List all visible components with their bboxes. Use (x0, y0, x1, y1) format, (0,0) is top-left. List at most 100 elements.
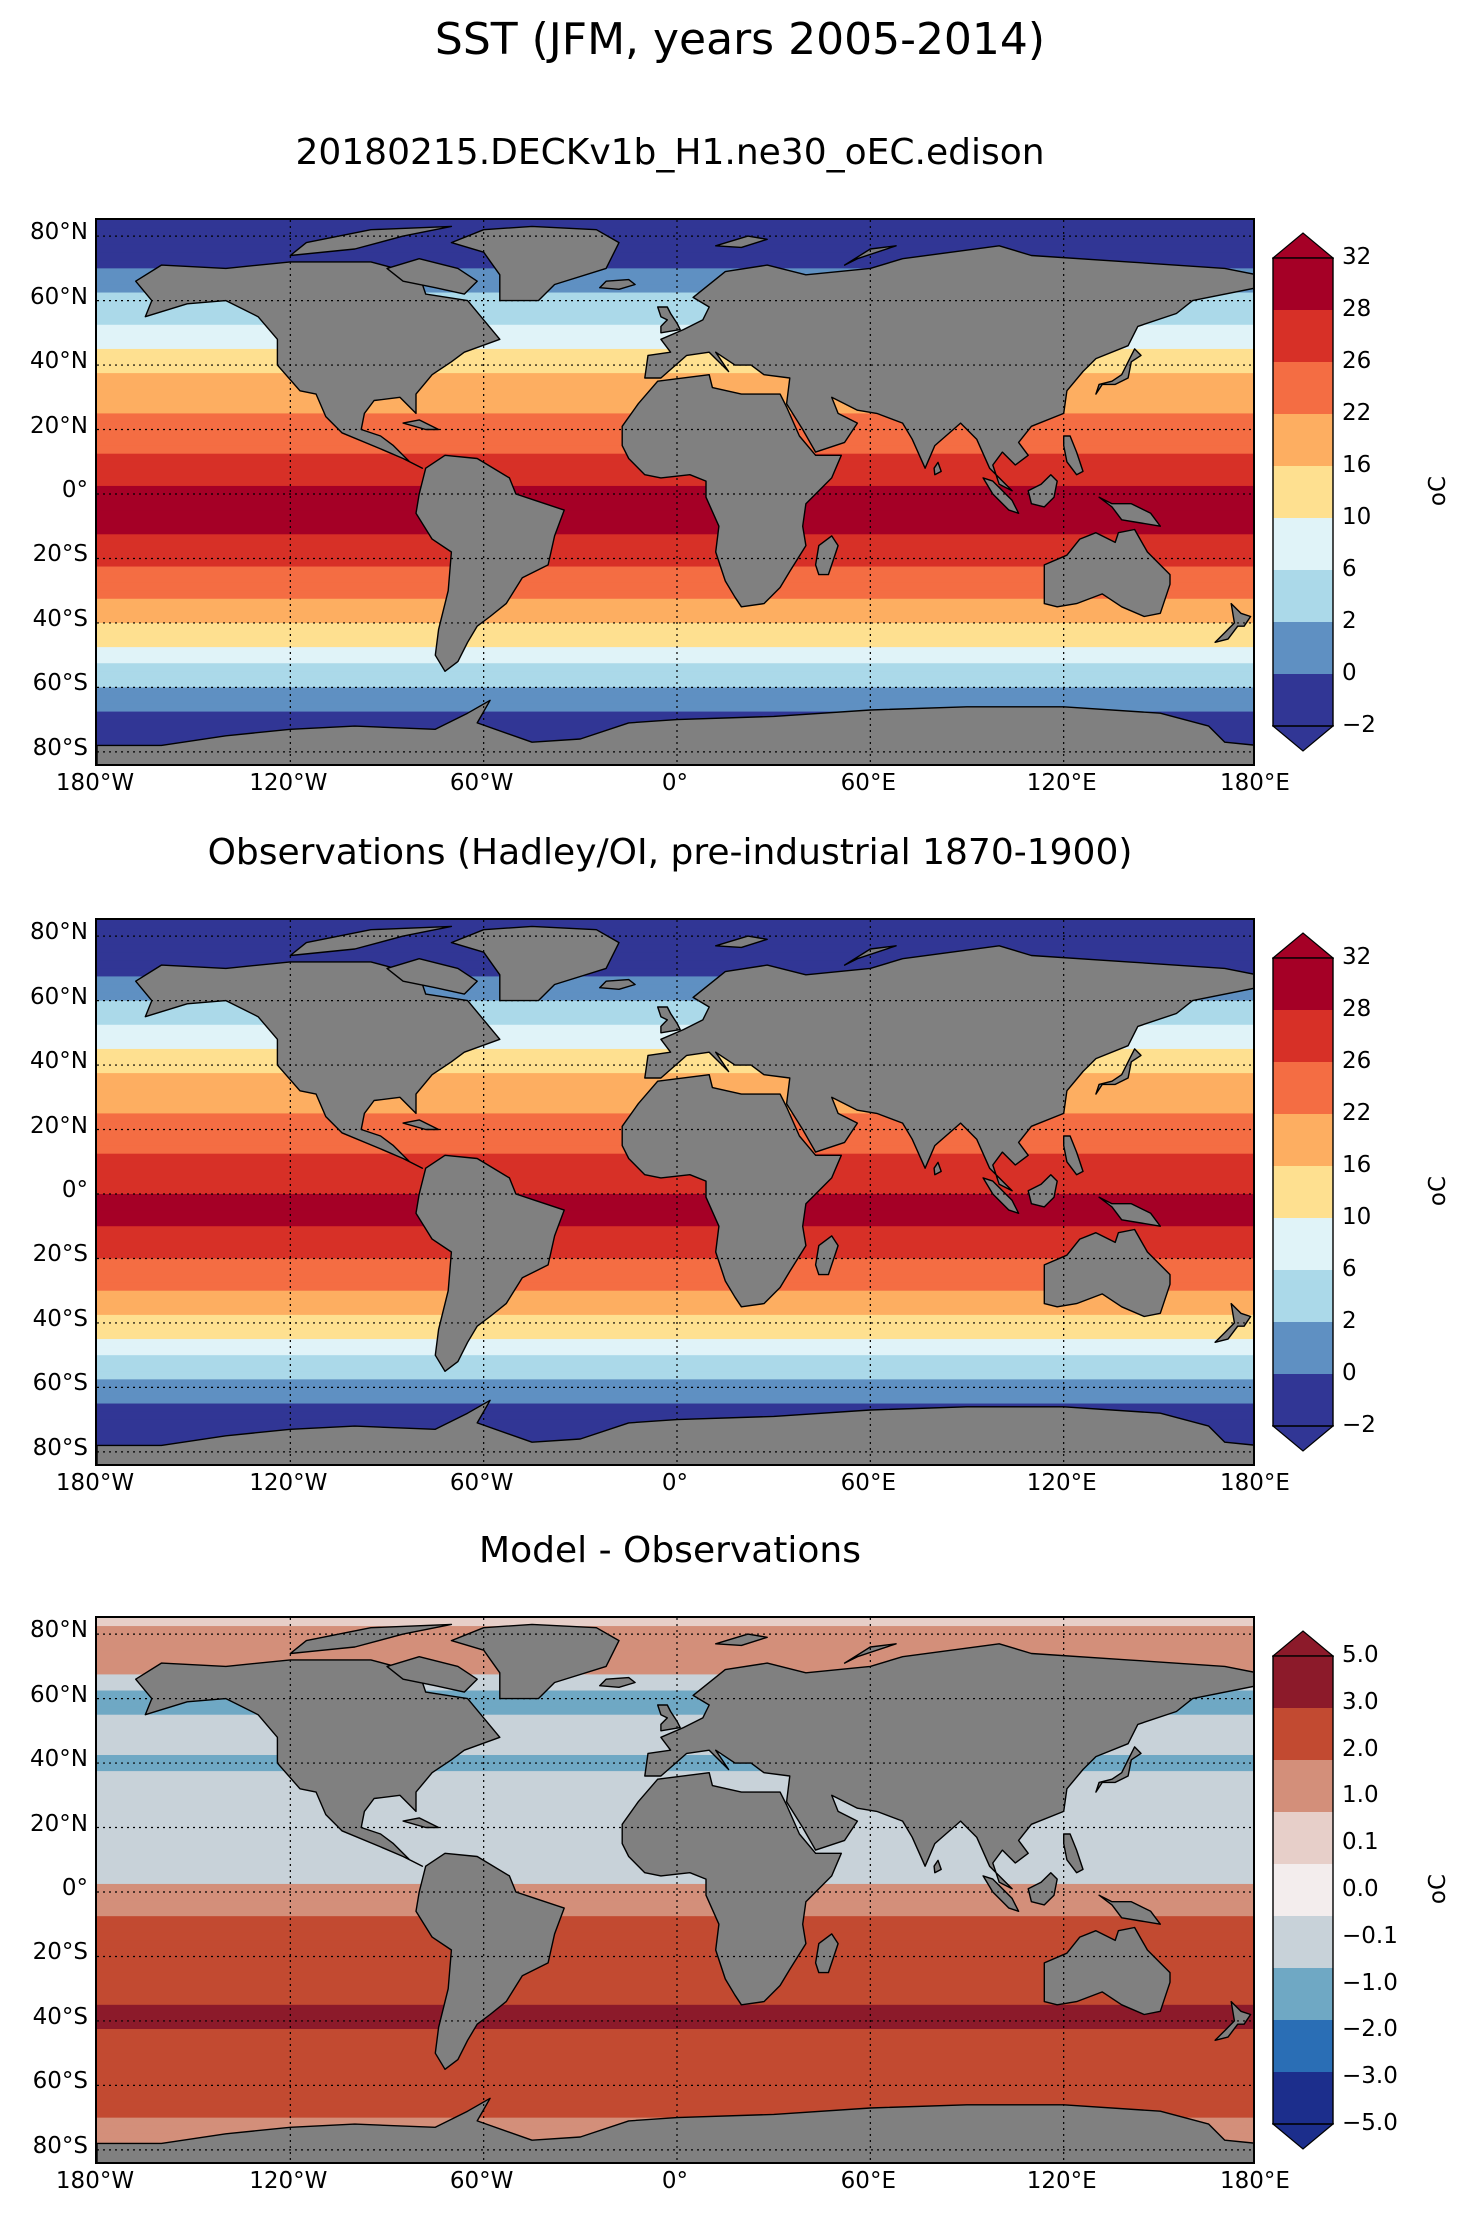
borneo-land (1027, 473, 1058, 508)
lon-tick-label: 120°E (1026, 2168, 1097, 2194)
sst-band (97, 276, 1253, 286)
sst-band (97, 614, 1253, 624)
sst-band (97, 1290, 1253, 1300)
eurasia-land (644, 1643, 1253, 1890)
sst-band (97, 631, 1253, 640)
colorbar-svg (1272, 932, 1334, 1452)
lon-tick-label: 180°E (1220, 770, 1290, 796)
lat-tick-label: 40°N (30, 1746, 88, 1773)
sst-band (97, 1948, 1253, 1958)
sst-band (97, 590, 1253, 600)
new-guinea-land (1098, 1196, 1162, 1227)
panel-1-map (95, 218, 1255, 766)
lon-tick-label: 120°W (249, 1470, 328, 1496)
sst-band (97, 2085, 1253, 2095)
svalbard-land (715, 1633, 768, 1647)
lat-tick-label: 20°N (30, 1810, 88, 1837)
colorbar-extend-min (1272, 2123, 1334, 2150)
australia-land (1043, 1228, 1171, 1318)
colorbar-tick-label: 6 (1342, 1256, 1357, 1282)
sst-band (97, 2012, 1253, 2022)
colorbar-segment (1273, 1218, 1333, 1271)
colorbar-segment (1273, 622, 1333, 675)
colorbar-frame (1272, 257, 1334, 727)
colorbar-tick-label: 1.0 (1342, 1782, 1379, 1809)
eurasia-land (644, 945, 1253, 1192)
sst-band (97, 542, 1253, 552)
lat-tick-label: 20°N (30, 1112, 88, 1139)
sst-band (97, 1875, 1253, 1885)
cuba-land (402, 419, 440, 431)
antarctica-land (97, 1399, 1253, 1464)
colorbar-frame (1272, 957, 1334, 1427)
sst-band (97, 558, 1253, 568)
sst-band (97, 2045, 1253, 2054)
great-britain-land (657, 1704, 681, 1732)
colorbar-segment (1273, 466, 1333, 519)
sst-band (97, 1274, 1253, 1284)
sst-band (97, 574, 1253, 584)
sst-band (97, 1363, 1253, 1372)
sst-band (97, 373, 1253, 382)
africa-land (621, 1073, 842, 1308)
colorbar-segment (1273, 674, 1333, 727)
sst-band (97, 606, 1253, 616)
sst-band (97, 1980, 1253, 1990)
sst-band (97, 1626, 1253, 1635)
colorbar-tick-label: −1.0 (1342, 1969, 1398, 1996)
sri-lanka-land (933, 461, 942, 476)
lat-tick-label: 80°N (30, 919, 88, 946)
lat-tick-label: 20°S (32, 1939, 88, 1966)
sst-band (97, 1658, 1253, 1667)
colorbar-tick-label: 5.0 (1342, 1642, 1379, 1668)
lon-tick-label: 120°E (1026, 1470, 1097, 1496)
sst-band (97, 494, 1253, 503)
sst-band (97, 622, 1253, 632)
sst-band (97, 598, 1253, 608)
sri-lanka-land (933, 1161, 942, 1176)
colorbar-segment (1273, 1916, 1333, 1969)
sst-band (97, 1322, 1253, 1332)
baffin-island-land (386, 258, 478, 295)
sst-band (97, 2109, 1253, 2119)
madagascar-land (814, 535, 839, 576)
colorbar-segment (1273, 1968, 1333, 2021)
figure-title: SST (JFM, years 2005-2014) (434, 14, 1046, 65)
colorbar-tick-label: 0.1 (1342, 1829, 1379, 1856)
colorbar-segment (1273, 1270, 1333, 1323)
colorbar-extend-max (1272, 932, 1334, 959)
sst-band (97, 1411, 1253, 1421)
sst-band (97, 663, 1253, 672)
lon-tick-label: 180°W (55, 2168, 135, 2194)
great-britain-land (657, 306, 681, 334)
sst-band (97, 1892, 1253, 1901)
africa-land (621, 1771, 842, 2006)
panel-3-svg (97, 1618, 1253, 2162)
sst-band (97, 1298, 1253, 1308)
colorbar-tick-label: 2.0 (1342, 1735, 1379, 1762)
sst-band (97, 300, 1253, 310)
iceland-land (599, 978, 636, 991)
colorbar-segment (1273, 1114, 1333, 1167)
colorbar-segment (1273, 414, 1333, 467)
sst-band (97, 268, 1253, 278)
sst-band (97, 1250, 1253, 1260)
colorbar-unit-label: oC (1425, 475, 1451, 507)
lon-tick-label: 120°W (249, 770, 328, 796)
colorbar-segment (1273, 1656, 1333, 1709)
colorbar-segment (1273, 258, 1333, 311)
colorbar-svg (1272, 1630, 1334, 2150)
sst-band (97, 1932, 1253, 1941)
lon-tick-label: 180°E (1220, 2168, 1290, 2194)
iceland-land (599, 1676, 636, 1689)
colorbar-tick-label: −2 (1342, 1412, 1376, 1438)
colorbar-unit-label: oC (1425, 1175, 1451, 1207)
colorbar-tick-label: 28 (1342, 296, 1372, 322)
sst-band (97, 2069, 1253, 2078)
lat-tick-label: 80°N (30, 219, 88, 246)
sst-band (97, 1266, 1253, 1276)
sst-band (97, 1650, 1253, 1659)
panel-1-title: 20180215.DECKv1b_H1.ne30_oEC.edison (295, 132, 1045, 173)
colorbar-tick-label: 16 (1342, 1152, 1372, 1178)
colorbar-segment (1273, 1062, 1333, 1115)
